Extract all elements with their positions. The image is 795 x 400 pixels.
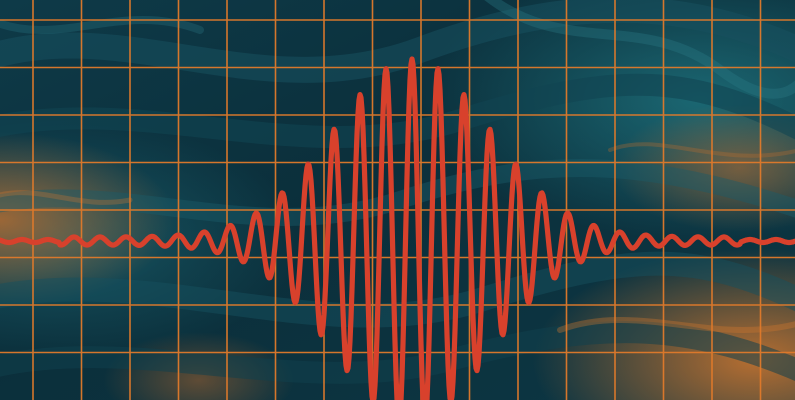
brush-stroke <box>0 16 204 34</box>
brush-stroke <box>484 0 795 99</box>
brush-stroke <box>0 73 795 149</box>
brush-stroke <box>0 0 795 83</box>
brush-stroke <box>0 159 795 226</box>
brush-stroke <box>557 317 795 333</box>
brush-stroke <box>0 321 795 384</box>
brush-stroke <box>608 142 795 158</box>
seismograph-waveform <box>0 56 795 400</box>
brush-stroke <box>0 190 133 205</box>
